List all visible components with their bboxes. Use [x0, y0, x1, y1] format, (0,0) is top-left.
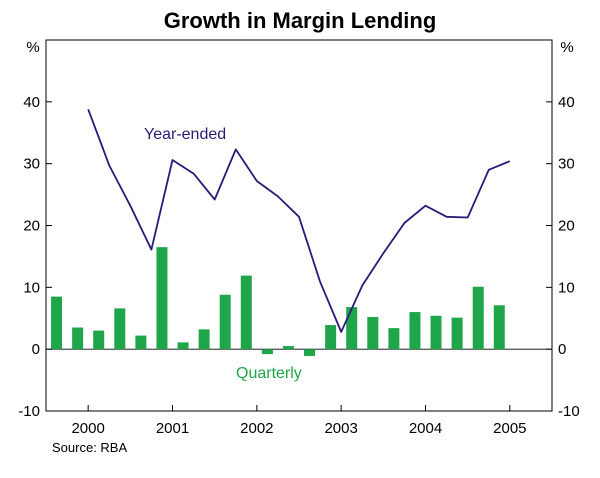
quarterly-bar: [325, 325, 337, 350]
quarterly-bar: [282, 346, 294, 350]
quarterly-bar: [177, 342, 189, 350]
chart-title: Growth in Margin Lending: [164, 8, 437, 33]
right-tick-label: 30: [558, 156, 575, 173]
quarterly-bar: [156, 247, 168, 350]
left-tick-label: 10: [23, 279, 40, 296]
year-label: 2004: [409, 420, 442, 437]
quarterly-bar: [93, 330, 105, 350]
plot-frame: [45, 39, 553, 412]
quarterly-bar: [346, 307, 358, 350]
year-ended-label: Year-ended: [144, 126, 226, 143]
source-note: Source: RBA: [52, 440, 127, 455]
year-label: 2005: [493, 420, 526, 437]
left-tick-label: 0: [32, 341, 40, 358]
left-tick-label: 40: [23, 94, 40, 111]
right-tick-label: 10: [558, 279, 575, 296]
quarterly-bar: [219, 294, 231, 350]
right-tick-label: 20: [558, 218, 575, 235]
left-tick-label: -10: [18, 403, 40, 420]
quarterly-bar: [430, 315, 442, 350]
year-ended-line: [87, 108, 511, 333]
quarterly-bar: [493, 305, 505, 350]
year-label: 2003: [324, 420, 357, 437]
axis-ticks: -10 -10 0 0 10 10 20 20 30 30 40 40 2000 2001 2002 2003…: [18, 94, 579, 437]
right-tick-label: 40: [558, 94, 575, 111]
quarterly-bar: [114, 308, 126, 350]
left-tick-label: 20: [23, 218, 40, 235]
quarterly-bar: [198, 329, 210, 350]
quarterly-bar: [135, 335, 147, 350]
right-unit-label: %: [560, 39, 573, 56]
quarterly-bar: [409, 312, 421, 350]
quarterly-bar: [304, 349, 316, 356]
quarterly-bar: [51, 296, 63, 350]
quarterly-label: Quarterly: [236, 365, 302, 382]
right-tick-label: 0: [558, 341, 566, 358]
left-unit-label: %: [26, 39, 39, 56]
quarterly-bar: [472, 286, 484, 350]
quarterly-bar: [72, 327, 84, 350]
quarterly-bar: [451, 317, 463, 350]
right-tick-label: -10: [558, 403, 580, 420]
year-label: 2002: [240, 420, 273, 437]
quarterly-bar: [240, 275, 252, 350]
year-label: 2001: [156, 420, 189, 437]
quarterly-bars: [51, 247, 505, 356]
left-tick-label: 30: [23, 156, 40, 173]
quarterly-bar: [261, 349, 273, 355]
year-label: 2000: [71, 420, 104, 437]
quarterly-bar: [367, 317, 379, 350]
quarterly-bar: [388, 328, 400, 350]
